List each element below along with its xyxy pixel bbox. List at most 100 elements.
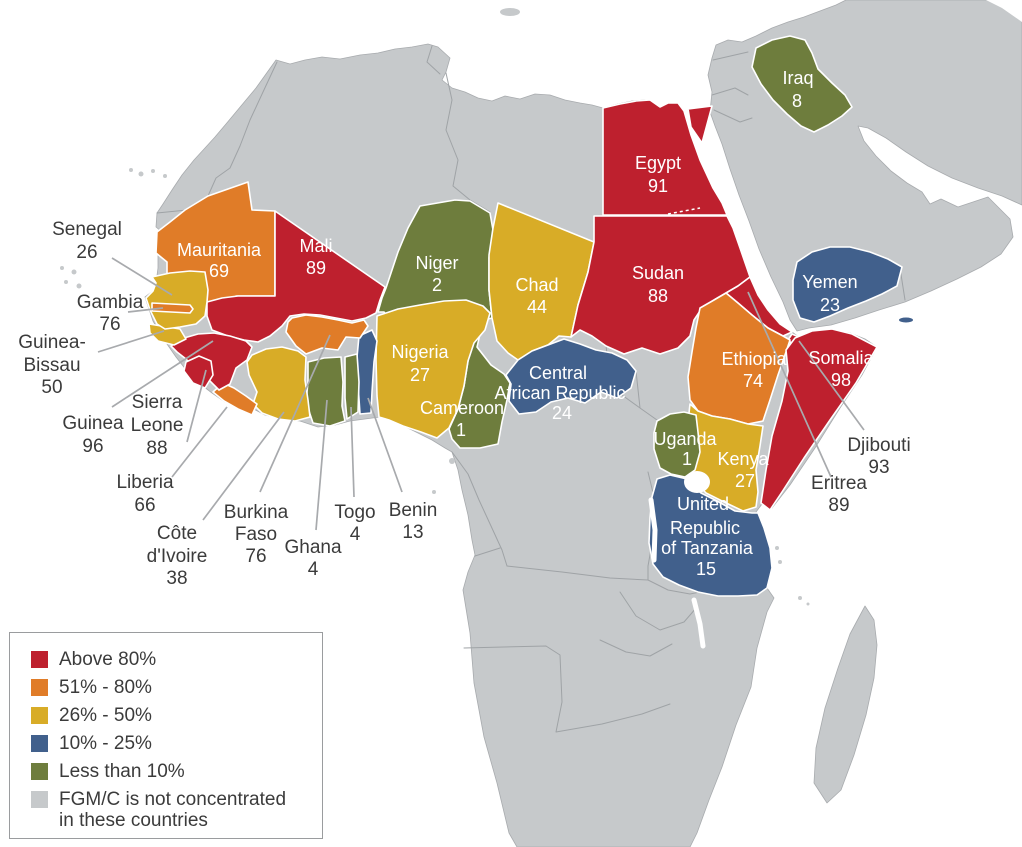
legend-swatch-10-25: [31, 735, 48, 752]
sierra-leone-label-line2: Leone: [131, 415, 184, 436]
country-ethiopia: [687, 292, 791, 425]
legend-label: Less than 10%: [59, 761, 185, 782]
liberia-value: 66: [134, 495, 155, 516]
lake-malawi: [691, 597, 706, 649]
eritrea-value: 89: [828, 495, 849, 516]
ghana-value: 4: [308, 559, 319, 580]
djibouti-value: 93: [868, 457, 889, 478]
leader-benin: [367, 397, 403, 493]
legend-label: 10% - 25%: [59, 733, 152, 754]
country-sierra-leone: [183, 355, 214, 389]
legend-item: 51% - 80%: [31, 677, 322, 698]
ethiopia-value: 74: [743, 371, 763, 391]
leader-burkina-faso: [259, 334, 331, 493]
senegal-value: 26: [76, 242, 97, 263]
car-label-line2: African Republic: [494, 383, 625, 403]
legend-label: FGM/C is not concentrated in these count…: [59, 789, 286, 831]
nigeria-value: 27: [410, 365, 430, 385]
sierra-leone-label-line1: Sierra: [132, 392, 183, 413]
legend-item: Less than 10%: [31, 761, 322, 782]
mauritania-label: Mauritania: [177, 240, 262, 260]
burkina-faso-label-line2: Faso: [235, 524, 277, 545]
country-labels-outside: Senegal 26 Gambia 76 Guinea- Bissau 50 G…: [18, 219, 910, 589]
sierra-leone-value: 88: [146, 438, 167, 459]
leader-guinea: [111, 340, 214, 408]
legend-swatch-51-80: [31, 679, 48, 696]
guinea-value: 96: [82, 436, 103, 457]
legend-swatch-less-10: [31, 763, 48, 780]
madagascar: [813, 605, 878, 804]
togo-value: 4: [350, 524, 361, 545]
legend-label: Above 80%: [59, 649, 157, 670]
country-somalia: [760, 328, 878, 511]
country-mali: [206, 210, 386, 343]
mali-value: 89: [306, 258, 326, 278]
island-socotra: [899, 317, 913, 323]
leader-gambia: [127, 307, 164, 313]
country-senegal: [145, 270, 209, 330]
country-burkina-faso: [285, 314, 369, 355]
ghana-label: Ghana: [284, 537, 341, 558]
mauritania-value: 69: [209, 261, 229, 281]
somalia-label: Somalia: [808, 348, 874, 368]
country-egypt: [602, 99, 728, 216]
country-car: [505, 338, 637, 415]
chad-label: Chad: [515, 275, 558, 295]
legend-swatch-not-concentrated: [31, 791, 48, 808]
cameroon-value: 1: [456, 420, 466, 440]
cameroon-label: Cameroon: [420, 398, 504, 418]
guinea-label: Guinea: [62, 413, 124, 434]
chad-value: 44: [527, 297, 547, 317]
sudan-value: 88: [648, 286, 668, 306]
gambia-label: Gambia: [77, 292, 144, 313]
car-value: 24: [552, 403, 572, 423]
gambia-value: 76: [99, 314, 120, 335]
benin-value: 13: [402, 522, 423, 543]
legend-swatch-above-80: [31, 651, 48, 668]
ethiopia-label: Ethiopia: [721, 349, 787, 369]
niger-label: Niger: [415, 253, 458, 273]
lake-victoria: [684, 471, 710, 493]
tanzania-label-line2: Republic: [670, 518, 740, 538]
egypt-label: Egypt: [635, 153, 681, 173]
countries: [145, 35, 913, 597]
kenya-value: 27: [735, 471, 755, 491]
mali-label: Mali: [299, 236, 332, 256]
guinea-bissau-value: 50: [41, 377, 62, 398]
liberia-label: Liberia: [116, 472, 173, 493]
caspian-sea-notch: [986, 0, 1022, 22]
legend-swatch-26-50: [31, 707, 48, 724]
leader-liberia: [171, 406, 228, 478]
kenya-label: Kenya: [717, 449, 769, 469]
uganda-label: Uganda: [653, 429, 717, 449]
tanzania-label-line1: United: [677, 494, 729, 514]
small-islands: [60, 8, 810, 606]
somalia-value: 98: [831, 370, 851, 390]
nigeria-label: Nigeria: [391, 342, 449, 362]
tanzania-value: 15: [696, 559, 716, 579]
country-iraq: [751, 35, 853, 133]
country-labels-inside: Mauritania 69 Mali 89 Niger 2 Chad 44 Ni…: [177, 68, 875, 579]
legend-label: 51% - 80%: [59, 677, 152, 698]
country-nigeria: [375, 299, 491, 439]
uganda-value: 1: [682, 449, 692, 469]
guinea-bissau-label-line2: Bissau: [23, 355, 80, 376]
country-yemen: [792, 246, 903, 323]
legend-label-line1: FGM/C is not concentrated: [59, 789, 287, 810]
egypt-value: 91: [648, 176, 668, 196]
country-cote-divoire: [246, 346, 311, 422]
legend-item: 26% - 50%: [31, 705, 322, 726]
country-togo: [344, 353, 360, 420]
cote-divoire-value: 38: [166, 568, 187, 589]
leader-eritrea: [747, 291, 832, 478]
cote-divoire-label-line2: d'Ivoire: [147, 546, 208, 567]
leader-guinea-bissau: [97, 330, 165, 353]
togo-label: Togo: [334, 502, 375, 523]
country-guinea-bissau: [148, 323, 187, 346]
yemen-label: Yemen: [802, 272, 857, 292]
iraq-value: 8: [792, 91, 802, 111]
legend-item: 10% - 25%: [31, 733, 322, 754]
country-sudan: [570, 215, 751, 355]
